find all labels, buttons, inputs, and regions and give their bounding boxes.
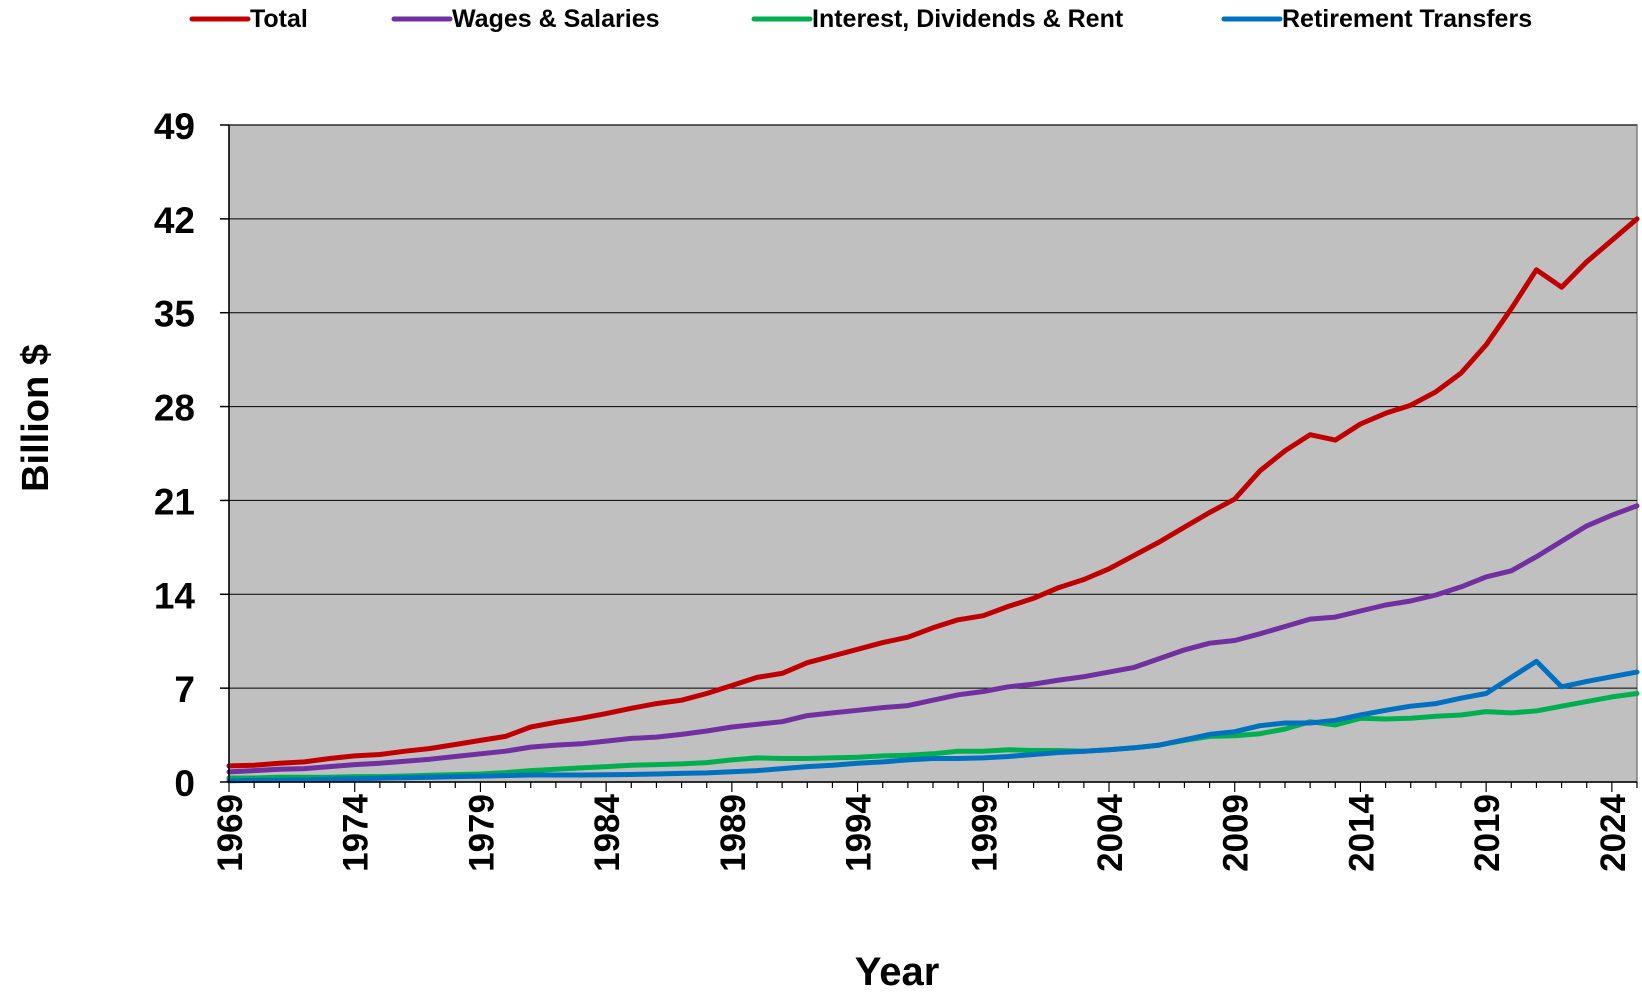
legend-item: Wages & Salaries <box>391 5 660 33</box>
axes <box>220 124 1638 792</box>
x-tick-label: 2004 <box>1091 793 1130 871</box>
x-tick-labels: 1969 1974 1979 1984 1989 1994 1999 2004 2009 2014… <box>211 793 1633 871</box>
y-tick-label: 21 <box>154 481 195 522</box>
x-axis-title: Year <box>855 950 940 990</box>
series-line-0 <box>226 216 1640 769</box>
gridlines <box>229 124 1637 689</box>
legend-label: Wages & Salaries <box>452 5 660 33</box>
y-tick-label: 28 <box>154 388 195 429</box>
legend-label: Interest, Dividends & Rent <box>812 5 1124 33</box>
series-line-1 <box>226 503 1640 775</box>
legend-item: Interest, Dividends & Rent <box>751 5 1124 33</box>
legend-label: Total <box>250 5 308 33</box>
legend-label: Retirement Transfers <box>1282 5 1532 33</box>
legend-item: Retirement Transfers <box>1221 5 1532 33</box>
x-tick-label: 1994 <box>840 793 879 871</box>
plot-area <box>228 124 1638 783</box>
x-tick-label: 1989 <box>714 794 753 872</box>
legend: Total Wages & Salaries Interest, Dividends… <box>189 5 1532 33</box>
x-tick-label: 2019 <box>1468 794 1507 872</box>
x-tick-label: 1979 <box>462 794 501 872</box>
series-line-3 <box>226 658 1640 784</box>
y-tick-label: 14 <box>154 575 196 616</box>
y-tick-label: 49 <box>154 106 195 147</box>
x-tick-label: 2014 <box>1342 793 1381 871</box>
y-tick-label: 35 <box>154 294 195 335</box>
x-tick-label: 1974 <box>337 793 376 871</box>
y-axis-title: Billion $ <box>15 344 57 492</box>
x-tick-label: 2024 <box>1594 793 1633 871</box>
y-tick-label: 42 <box>154 200 195 241</box>
x-tick-label: 2009 <box>1217 794 1256 872</box>
y-tick-label: 7 <box>174 669 195 710</box>
x-tick-label: 1999 <box>965 794 1004 872</box>
x-tick-label: 1984 <box>588 793 627 871</box>
series-layer <box>226 216 1640 784</box>
x-tick-label: 1969 <box>211 794 250 872</box>
y-tick-label: 0 <box>174 763 195 804</box>
y-tick-labels: 0 7 14 21 28 35 42 49 <box>154 106 196 804</box>
legend-item: Total <box>189 5 308 33</box>
